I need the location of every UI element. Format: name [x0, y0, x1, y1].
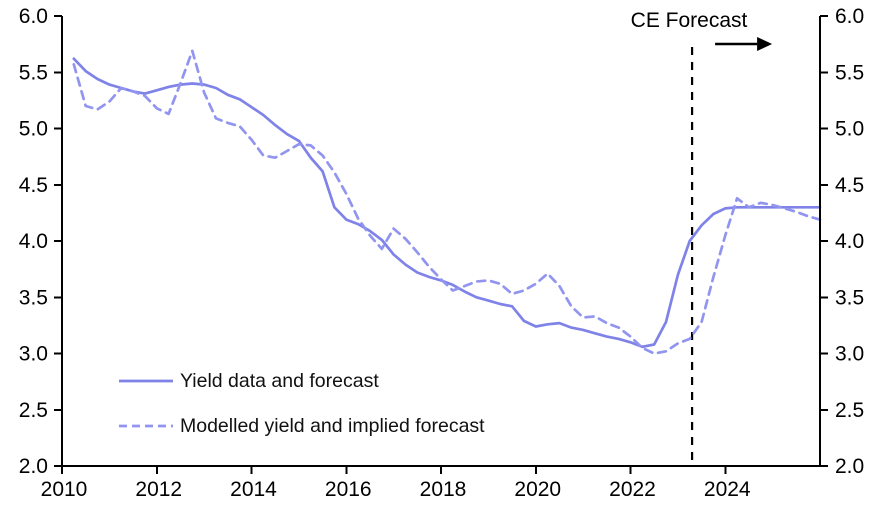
y-tick-label-right: 5.0 — [835, 118, 864, 141]
x-tick-label: 2014 — [230, 478, 277, 501]
x-tick-label: 2012 — [135, 478, 182, 501]
y-tick-label-right: 2.5 — [835, 399, 864, 422]
series-line-yield-data — [72, 57, 822, 349]
ce-forecast-label: CE Forecast — [630, 9, 748, 32]
x-tick-label: 2020 — [514, 478, 561, 501]
y-tick-label-left: 3.5 — [19, 286, 48, 309]
legend-dashed-line-icon — [119, 424, 173, 428]
y-tick-label-left: 5.0 — [19, 118, 48, 141]
x-tick-label: 2010 — [41, 478, 88, 501]
legend-item-yield-data: Yield data and forecast — [118, 368, 485, 394]
legend-label-yield-data: Yield data and forecast — [180, 369, 379, 392]
y-tick-label-right: 5.5 — [835, 61, 864, 84]
legend-solid-line-icon — [119, 379, 173, 383]
ce-forecast-arrow-head — [757, 37, 773, 51]
y-tick-label-right: 4.5 — [835, 174, 864, 197]
y-tick-label-right: 3.5 — [835, 286, 864, 309]
legend: Yield data and forecast Modelled yield a… — [118, 368, 485, 458]
x-tick-label: 2022 — [609, 478, 656, 501]
y-tick-label-right: 4.0 — [835, 230, 864, 253]
x-tick-label: 2024 — [704, 478, 751, 501]
y-tick-label-left: 2.5 — [19, 399, 48, 422]
y-tick-label-right: 2.0 — [835, 455, 864, 478]
legend-label-modelled-yield: Modelled yield and implied forecast — [180, 414, 485, 437]
y-tick-label-left: 3.0 — [19, 343, 48, 366]
series-line-modelled-yield — [72, 49, 822, 355]
y-tick-label-left: 4.5 — [19, 174, 48, 197]
x-tick-label: 2018 — [420, 478, 467, 501]
y-tick-label-left: 5.5 — [19, 61, 48, 84]
y-tick-label-left: 6.0 — [19, 5, 48, 28]
y-tick-label-left: 2.0 — [19, 455, 48, 478]
legend-item-modelled-yield: Modelled yield and implied forecast — [118, 413, 485, 439]
y-tick-label-right: 3.0 — [835, 343, 864, 366]
y-tick-label-right: 6.0 — [835, 5, 864, 28]
x-tick-label: 2016 — [325, 478, 372, 501]
y-tick-label-left: 4.0 — [19, 230, 48, 253]
